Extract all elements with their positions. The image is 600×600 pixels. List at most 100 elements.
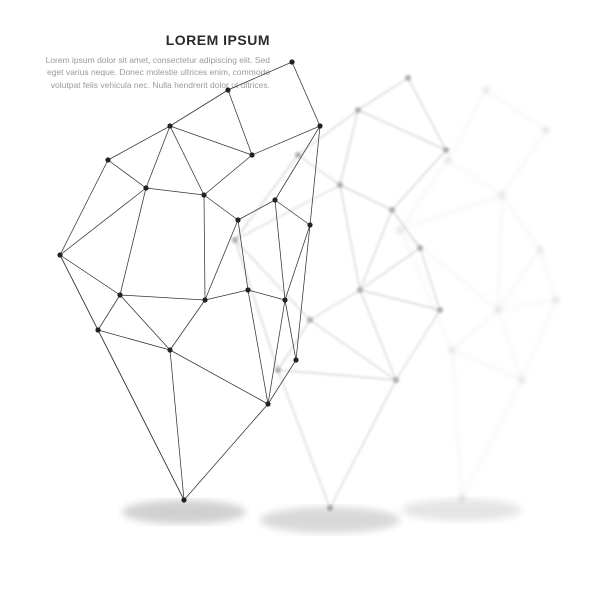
edge [252,126,320,155]
node [293,357,298,362]
edge [248,290,268,404]
node [389,207,395,213]
node [459,495,465,501]
edge [310,320,396,380]
edge [235,155,298,240]
node [417,245,423,251]
node [282,297,287,302]
node [167,123,172,128]
edge [120,295,170,350]
edge [462,380,522,498]
node [143,185,148,190]
edge [238,220,248,290]
edge [340,185,392,210]
node [553,297,559,303]
network-layer-sharp [57,59,322,502]
edge [60,188,146,255]
node [272,197,277,202]
edge [146,126,170,188]
edge [205,220,238,300]
node [181,497,186,502]
ground-shadow [122,500,246,524]
edge [146,188,204,195]
node [443,147,449,153]
edge [205,290,248,300]
node [57,252,62,257]
edge [360,290,440,310]
edge [275,126,320,200]
edge [360,248,420,290]
node [232,237,238,243]
edge [540,250,556,300]
edge [98,295,120,330]
edge [486,90,546,130]
edge [170,90,228,126]
edge [360,290,396,380]
node [355,107,361,113]
edge [235,240,278,370]
edge [400,160,448,230]
edge [502,195,540,250]
node [307,222,312,227]
node [117,292,122,297]
edge [522,300,556,380]
edge [60,255,120,295]
edge [392,210,420,248]
edge [228,62,292,90]
network-layer-mid [232,75,449,511]
network-diagram [0,0,600,600]
node [245,287,250,292]
edge [204,155,252,195]
edge [98,330,184,500]
edge [268,300,285,404]
node [317,123,322,128]
node [289,59,294,64]
edge [452,350,462,498]
edge [360,210,392,290]
edge [204,195,238,220]
node [265,401,270,406]
node [499,192,505,198]
edge [235,185,340,240]
edge [275,200,285,300]
edge [108,126,170,160]
node [393,377,399,383]
edge [120,295,205,300]
edge [498,310,522,380]
node [519,377,525,383]
edge [452,310,498,350]
node [225,87,230,92]
node [295,152,301,158]
edge [358,78,408,110]
edge [448,90,486,160]
edge [170,350,268,404]
edge [420,248,440,310]
node [537,247,543,253]
node [337,182,343,188]
node [105,157,110,162]
edge [228,90,252,155]
edge [392,150,446,210]
node [201,192,206,197]
node [495,307,501,313]
edge [358,110,446,150]
edge [292,62,320,126]
edge [98,330,170,350]
node [405,75,411,81]
edge [330,380,396,508]
edge [448,160,502,195]
edge [310,126,320,225]
node [437,307,443,313]
node [483,87,489,93]
node [167,347,172,352]
edge [502,130,546,195]
edge [184,404,268,500]
node [397,227,403,233]
edge [170,350,184,500]
edge [400,230,498,310]
ground-shadow [402,499,522,521]
node [202,297,207,302]
edge [108,160,146,188]
edge [60,160,108,255]
node [449,347,455,353]
